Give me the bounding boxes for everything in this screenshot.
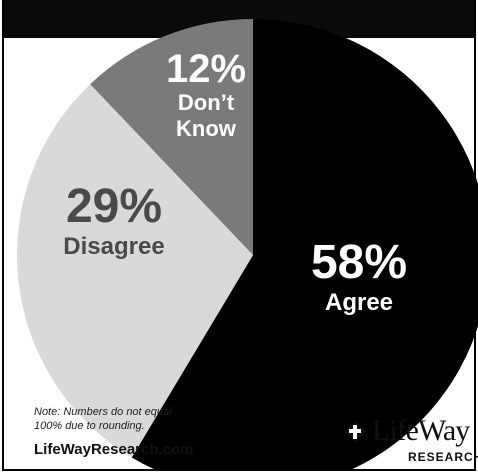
slice-category-label: Agree — [325, 289, 393, 316]
logo-wordmark: LifeWay — [372, 414, 470, 447]
slice-percent-label: 12% — [166, 47, 246, 91]
lifeway-emblem-icon — [344, 422, 366, 442]
slice-category-label: Disagree — [63, 233, 164, 260]
website-link[interactable]: LifeWayResearch.com — [34, 441, 194, 458]
pie-slice-disagree — [16, 84, 253, 458]
slice-category-label: Know — [176, 116, 237, 141]
slice-percent-label: 58% — [311, 236, 407, 289]
pie-slice-agree — [131, 19, 478, 471]
logo-subtext: RESEARCH — [408, 450, 478, 464]
lifeway-logo: LifeWay RESEARCH — [342, 412, 478, 468]
pie-slice-don-t-know — [90, 19, 253, 255]
slice-percent-label: 29% — [66, 180, 162, 233]
slice-category-label: Don’t — [178, 90, 235, 115]
rounding-note: Note: Numbers do not equal 100% due to r… — [34, 406, 172, 432]
